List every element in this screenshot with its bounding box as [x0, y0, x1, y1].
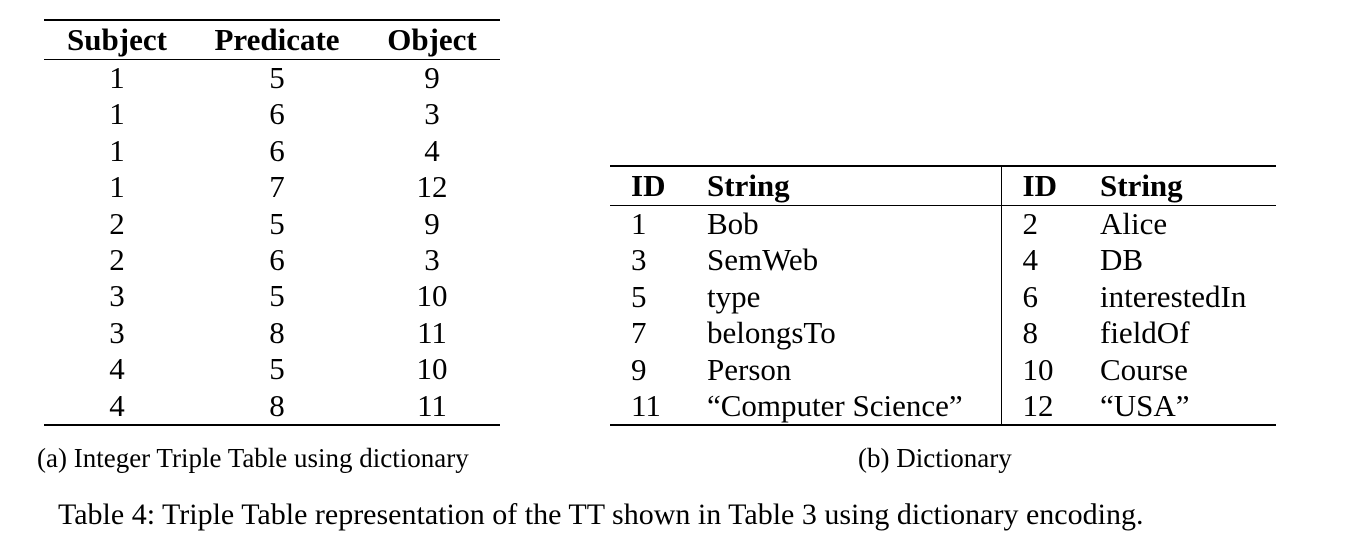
subject-cell: 3 [109, 278, 125, 314]
predicate-cell: 5 [269, 278, 285, 314]
id-cell: 2 [1000, 205, 1100, 243]
object-cell: 11 [417, 314, 447, 350]
subject-cell: 2 [109, 205, 125, 241]
subject-cell: 3 [109, 314, 125, 350]
string-cell: Person [707, 351, 792, 387]
subject-cell: 2 [109, 242, 125, 278]
id-cell: 12 [1000, 388, 1100, 426]
subcaption-b: (b) Dictionary [858, 443, 1012, 473]
table-row: 1 6 3 [44, 96, 500, 132]
table-header-row: Subject Predicate Object [44, 20, 500, 60]
string-cell: Course [1100, 351, 1188, 387]
subject-cell: 4 [109, 351, 125, 387]
table-row: 1 6 4 [44, 133, 500, 169]
table-row: 1 5 9 [44, 60, 500, 97]
predicate-cell: 5 [269, 351, 285, 387]
column-header-id: ID [631, 167, 666, 203]
table-row: 1 Bob 2 Alice [610, 205, 1276, 243]
predicate-cell: 7 [269, 169, 285, 205]
table-row: 4 8 11 [44, 388, 500, 425]
string-cell: DB [1100, 242, 1144, 278]
predicate-cell: 6 [269, 96, 285, 132]
subject-cell: 4 [109, 387, 125, 423]
id-cell: 11 [631, 388, 661, 424]
table-row: 5 type 6 interestedIn [610, 278, 1276, 316]
column-header-predicate: Predicate [214, 21, 340, 57]
table-row: 3 8 11 [44, 315, 500, 351]
string-cell: Bob [707, 206, 759, 241]
string-cell: type [707, 278, 761, 314]
predicate-cell: 8 [269, 387, 285, 423]
id-cell: 3 [631, 242, 647, 278]
object-cell: 9 [424, 205, 440, 241]
string-cell: interestedIn [1100, 278, 1247, 314]
id-cell: 9 [631, 351, 647, 387]
predicate-cell: 5 [269, 205, 285, 241]
string-cell: Alice [1100, 206, 1168, 241]
id-cell: 1 [631, 206, 647, 241]
table-row: 2 5 9 [44, 206, 500, 242]
table-row: 11 “Computer Science” 12 “USA” [610, 388, 1276, 426]
dictionary-table: ID String ID String 1 Bob 2 Alice 3 SemWeb 4 DB… [610, 165, 1276, 427]
predicate-cell: 6 [269, 132, 285, 168]
object-cell: 4 [424, 132, 440, 168]
table-row: 9 Person 10 Course [610, 351, 1276, 389]
subject-cell: 1 [109, 132, 125, 168]
integer-triple-table: Subject Predicate Object 1 5 9 1 6 3 1 6 4 1 7 12 2 5… [44, 19, 500, 427]
column-header-object: Object [387, 21, 477, 57]
table-row: 4 5 10 [44, 351, 500, 387]
table-row: 1 7 12 [44, 169, 500, 205]
id-cell: 4 [1000, 242, 1100, 279]
string-cell: “Computer Science” [707, 388, 963, 424]
string-cell: SemWeb [707, 242, 819, 278]
string-cell: “USA” [1100, 388, 1190, 424]
object-cell: 11 [417, 387, 447, 423]
id-cell: 7 [631, 315, 647, 351]
subcaption-a: (a) Integer Triple Table using dictionar… [37, 443, 469, 473]
column-header-string-2: String [1100, 167, 1183, 203]
table-row: 3 5 10 [44, 278, 500, 314]
table-row: 2 6 3 [44, 242, 500, 278]
object-cell: 10 [416, 351, 448, 387]
table-row: 3 SemWeb 4 DB [610, 242, 1276, 279]
predicate-cell: 6 [269, 242, 285, 278]
id-cell: 10 [1000, 351, 1100, 389]
object-cell: 3 [424, 96, 440, 132]
predicate-cell: 8 [269, 314, 285, 350]
string-cell: fieldOf [1100, 315, 1190, 351]
column-header-id-2: ID [1000, 166, 1100, 206]
object-cell: 10 [416, 278, 448, 314]
predicate-cell: 5 [269, 60, 285, 95]
subject-cell: 1 [109, 96, 125, 132]
table-header-row: ID String ID String [610, 166, 1276, 206]
column-header-subject: Subject [67, 21, 167, 57]
column-header-string: String [707, 167, 790, 203]
table-row: 7 belongsTo 8 fieldOf [610, 315, 1276, 352]
subject-cell: 1 [109, 60, 125, 95]
object-cell: 9 [424, 60, 440, 95]
id-cell: 8 [1000, 315, 1100, 352]
object-cell: 12 [416, 169, 448, 205]
table-caption: Table 4: Triple Table representation of … [58, 498, 1144, 531]
string-cell: belongsTo [707, 315, 836, 351]
object-cell: 3 [424, 242, 440, 278]
id-cell: 6 [1000, 278, 1100, 316]
subject-cell: 1 [109, 169, 125, 205]
id-cell: 5 [631, 278, 647, 314]
